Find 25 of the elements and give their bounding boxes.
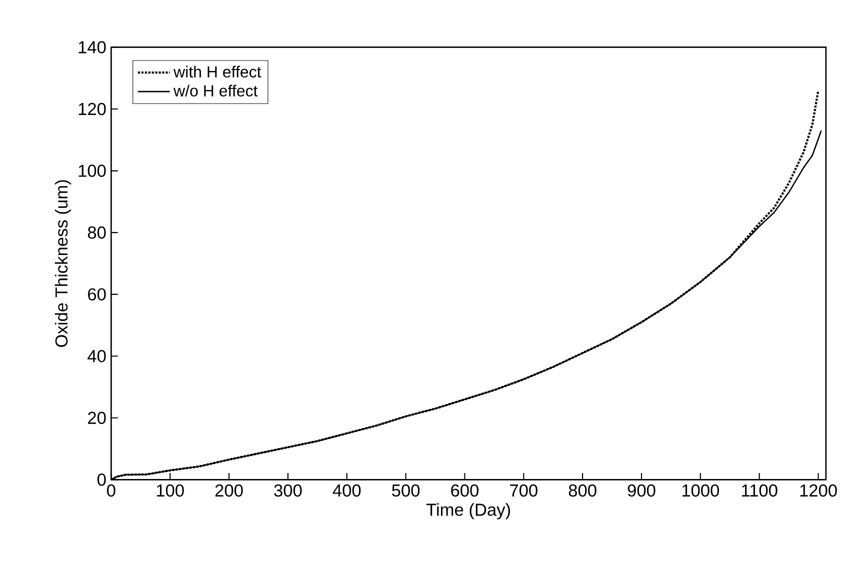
x-tick-label: 600 — [451, 484, 478, 497]
y-tick-label: 40 — [88, 350, 106, 362]
y-tick-label: 100 — [78, 164, 106, 177]
x-tick-label: 400 — [332, 484, 361, 497]
x-tick-label: 1200 — [800, 484, 837, 497]
x-tick-label: 500 — [392, 484, 420, 497]
y-tick-label: 20 — [88, 412, 106, 424]
x-tick-label: 900 — [628, 484, 656, 497]
x-tick-label: 100 — [156, 484, 184, 497]
legend-label: w/o H effect — [174, 84, 258, 96]
x-tick-label: 700 — [510, 484, 538, 497]
y-tick-label: 140 — [78, 41, 106, 54]
y-tick-label: 60 — [88, 288, 106, 300]
y-tick-label: 0 — [97, 474, 106, 486]
x-tick-label: 800 — [568, 484, 596, 497]
x-axis-title: Time (Day) — [426, 503, 510, 520]
y-tick-label: 80 — [88, 226, 106, 239]
y-tick-label: 120 — [78, 102, 106, 116]
x-tick-label: 1000 — [682, 484, 720, 497]
y-axis-title: Oxide Thickness (um) — [54, 180, 72, 347]
x-tick-label: 1100 — [742, 484, 778, 497]
x-tick-label: 300 — [274, 484, 302, 497]
legend-label: with H effect — [174, 66, 262, 78]
x-tick-label: 200 — [215, 484, 243, 497]
x-tick-label: 0 — [107, 484, 116, 497]
